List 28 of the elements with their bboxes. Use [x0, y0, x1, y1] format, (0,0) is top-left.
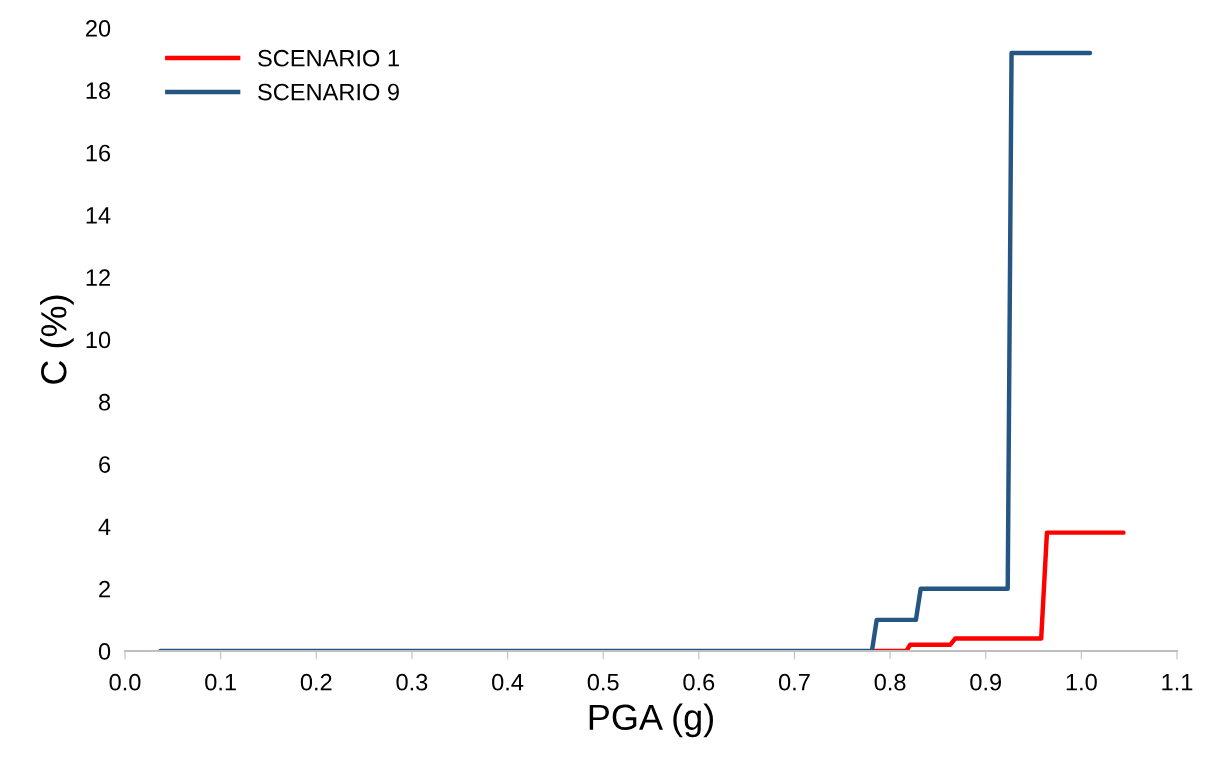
y-tick-label: 0 — [98, 643, 111, 660]
x-tick-label: 0.1 — [205, 673, 236, 691]
x-tick-label: 0.3 — [396, 673, 428, 691]
x-tick-label: 0.2 — [300, 673, 332, 691]
legend-label: SCENARIO 1 — [258, 49, 399, 67]
x-tick-label: 1.1 — [1162, 674, 1193, 691]
x-tick-label: 0.6 — [683, 673, 715, 691]
x-tick-label: 0.0 — [109, 673, 141, 691]
y-tick-label: 18 — [86, 82, 111, 100]
y-tick-label: 10 — [86, 331, 111, 349]
y-tick-label: 4 — [98, 518, 111, 535]
x-tick-label: 0.7 — [778, 673, 810, 691]
line-series — [158, 50, 1093, 651]
x-axis-title: PGA (g) — [589, 703, 713, 738]
x-tick-label: 0.8 — [874, 673, 906, 691]
x-tick-label: 1.0 — [1066, 673, 1097, 691]
y-tick-label: 16 — [86, 144, 111, 162]
y-tick-label: 2 — [99, 580, 110, 598]
y-tick-label: 20 — [86, 20, 111, 37]
y-tick-label: 8 — [99, 393, 111, 411]
y-tick-label: 12 — [86, 269, 110, 286]
y-axis-title: C (%) — [40, 295, 74, 384]
x-tick-label: 0.5 — [587, 673, 619, 691]
legend-label: SCENARIO 9 — [258, 83, 399, 101]
y-tick-label: 14 — [86, 207, 111, 224]
x-tick-label: 0.4 — [492, 673, 524, 691]
x-tick-label: 0.9 — [970, 673, 1002, 691]
y-tick-label: 6 — [99, 456, 111, 473]
